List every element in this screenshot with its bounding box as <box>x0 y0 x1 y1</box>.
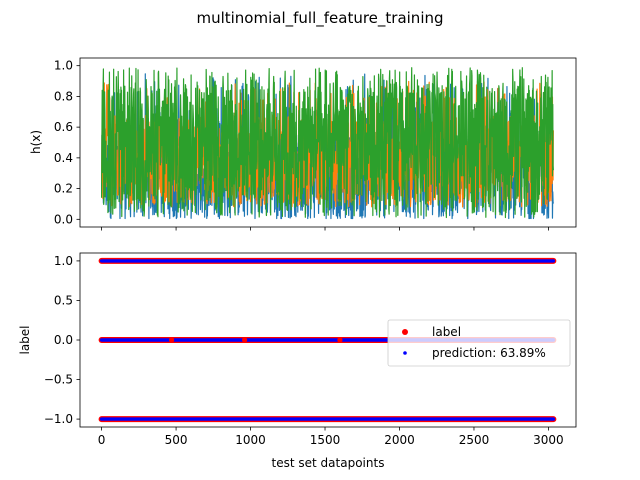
top-y-tick-label: 0.6 <box>54 120 73 134</box>
legend-entry-label: label <box>432 325 461 339</box>
label-point <box>337 337 343 343</box>
bottom-x-tick-label: 0 <box>98 433 106 447</box>
bottom-x-tick-label: 500 <box>165 433 188 447</box>
top-y-tick-label: 0.4 <box>54 151 73 165</box>
top-plot-series-area <box>101 67 554 220</box>
bottom-plot-series-area <box>98 257 557 423</box>
bottom-plot-x-ticks: 0 500 1000 1500 2000 2500 3000 <box>98 427 564 447</box>
bottom-y-tick-label: 1.0 <box>54 254 73 268</box>
label-point <box>241 337 248 343</box>
top-plot-x-ticks <box>101 227 549 231</box>
bottom-x-tick-label: 1500 <box>310 433 341 447</box>
bottom-plot-y-label: label <box>18 325 32 354</box>
top-y-tick-label: 0.2 <box>54 182 73 196</box>
bottom-y-tick-label: 0.5 <box>54 293 73 307</box>
bottom-x-tick-label: 2000 <box>384 433 415 447</box>
legend-marker-label <box>402 329 408 335</box>
legend-entry-prediction: prediction: 63.89% <box>432 346 546 360</box>
top-y-tick-label: 1.0 <box>54 59 73 73</box>
top-plot-frame <box>79 57 577 228</box>
bottom-plot-y-ticks: −1.0 −0.5 0.0 0.5 1.0 <box>44 254 80 426</box>
bottom-y-tick-label: 0.0 <box>54 333 73 347</box>
bottom-x-tick-label: 3000 <box>533 433 564 447</box>
top-y-tick-label: 0.0 <box>54 212 73 226</box>
legend: label prediction: 63.89% <box>387 319 571 367</box>
bottom-x-tick-label: 2500 <box>459 433 490 447</box>
label-point <box>169 337 175 343</box>
bottom-plot: −1.0 −0.5 0.0 0.5 1.0 0 500 1000 1500 2000 2500 30… <box>18 252 577 470</box>
series-line-green <box>101 67 554 219</box>
figure-title: multinomial_full_feature_training <box>196 9 443 28</box>
top-y-tick-label: 0.8 <box>54 89 73 103</box>
top-plot: 0.0 0.2 0.4 0.6 0.8 1.0 h(x) <box>29 57 577 231</box>
bottom-x-tick-label: 1000 <box>235 433 266 447</box>
top-plot-y-label: h(x) <box>29 130 43 154</box>
bottom-y-tick-label: −1.0 <box>44 412 73 426</box>
legend-marker-prediction <box>403 351 407 355</box>
top-plot-y-ticks: 0.0 0.2 0.4 0.6 0.8 1.0 <box>54 59 80 226</box>
legend-box <box>387 319 571 367</box>
bottom-y-tick-label: −0.5 <box>44 373 73 387</box>
bottom-plot-x-label: test set datapoints <box>272 456 385 470</box>
